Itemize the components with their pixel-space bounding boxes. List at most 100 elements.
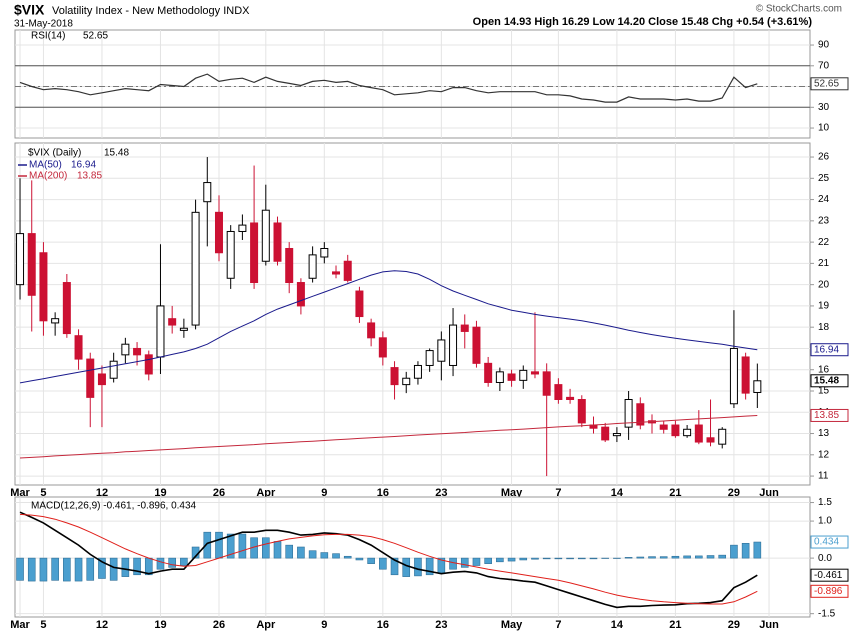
candle-body (577, 399, 586, 424)
histogram-bar (730, 544, 738, 559)
x-tick-label: 5 (40, 619, 46, 631)
candle-body (16, 233, 25, 286)
candle-body (554, 384, 563, 400)
last-value: 52.65 (814, 78, 839, 89)
y-tick-label: 1.5 (818, 497, 832, 508)
histogram-bar (332, 553, 340, 559)
x-tick-label: 7 (555, 619, 561, 631)
last-value: -0.461 (814, 570, 843, 581)
x-tick-label: 14 (611, 487, 624, 499)
candle-body (694, 424, 703, 443)
histogram-bar (215, 531, 223, 559)
candle-body (332, 271, 341, 275)
candle-body (296, 282, 305, 307)
candle-body (226, 230, 235, 279)
y-tick-label: 22 (818, 237, 830, 248)
histogram-bar (109, 557, 118, 581)
candle-body (706, 437, 715, 443)
candle-body (320, 247, 329, 258)
histogram-bar (273, 541, 282, 559)
histogram-bar (425, 557, 434, 576)
candle-body (238, 224, 247, 232)
candle-body (273, 222, 282, 262)
histogram-bar (367, 557, 375, 564)
x-tick-label: Mar (10, 619, 30, 631)
last-value-box (810, 343, 849, 357)
x-tick-label: May (501, 487, 523, 499)
candle-body (203, 182, 212, 203)
y-tick-label: 21 (818, 258, 830, 269)
date: 31-May-2018 (14, 19, 73, 30)
credit: © StockCharts.com (756, 4, 842, 15)
histogram-bar (285, 544, 294, 559)
x-tick-label: 12 (96, 487, 108, 499)
y-tick-label: 10 (818, 123, 830, 134)
x-tick-label: 26 (213, 487, 225, 499)
candle-body (601, 426, 610, 441)
last-value-box (810, 408, 849, 422)
x-tick-label: 7 (555, 487, 561, 499)
last-value-box (810, 568, 849, 582)
histogram-bar (180, 557, 188, 566)
histogram-bar (402, 557, 411, 577)
candle-body (402, 377, 411, 386)
candle-body (449, 324, 458, 366)
y-tick-label: 18 (818, 322, 830, 333)
last-value-box (810, 535, 849, 549)
candle-body (484, 362, 493, 383)
candle-body (51, 318, 60, 324)
histogram-bar (63, 557, 71, 582)
candle-body (753, 380, 762, 393)
histogram-bar (74, 557, 83, 582)
histogram-bar (636, 556, 645, 559)
y-tick-label: 26 (818, 152, 830, 163)
y-tick-label: 1.0 (818, 516, 832, 527)
candle-body (425, 350, 434, 366)
x-tick-label: 29 (728, 487, 740, 499)
histogram-bar (753, 541, 762, 559)
legend-value: 15.48 (104, 148, 129, 159)
last-value: 0.434 (814, 537, 839, 548)
y-tick-label: 90 (818, 40, 830, 51)
candle-body (378, 337, 387, 358)
histogram-bar (355, 557, 364, 561)
histogram-bar (144, 557, 153, 576)
x-tick-label: 16 (377, 487, 389, 499)
histogram-bar (496, 557, 504, 563)
histogram-bar (577, 557, 586, 560)
histogram-bar (16, 557, 24, 581)
histogram-bar (27, 557, 36, 582)
x-tick-label: 9 (321, 619, 327, 631)
x-tick-label: 21 (669, 619, 681, 631)
histogram-bar (519, 557, 528, 561)
candle-body (636, 403, 645, 426)
last-value: -0.896 (814, 586, 843, 597)
y-tick-label: 23 (818, 215, 830, 226)
last-value: 16.94 (814, 344, 839, 355)
x-tick-label: 29 (728, 619, 740, 631)
x-tick-label: Apr (256, 487, 276, 499)
y-tick-label: 30 (818, 102, 830, 113)
histogram-bar (98, 557, 106, 579)
y-tick-label: 20 (818, 279, 830, 290)
histogram-bar (648, 556, 656, 559)
histogram-bar (472, 557, 481, 566)
histogram-bar (554, 557, 563, 560)
legend-name: MA(50) (29, 160, 62, 171)
last-value-box (810, 584, 849, 598)
candle-body (191, 211, 200, 326)
candle-body (566, 396, 575, 401)
candle-body (308, 254, 317, 279)
x-tick-label: 9 (321, 487, 327, 499)
histogram-bar (484, 557, 492, 564)
candle-body (519, 369, 528, 381)
x-tick-label: 16 (377, 619, 389, 631)
histogram-bar (320, 552, 329, 559)
histogram-bar (86, 557, 95, 581)
security-name: Volatility Index - New Methodology INDX (52, 5, 250, 17)
moving-average (19, 270, 758, 384)
histogram-bar (566, 557, 574, 560)
y-tick-label: 19 (818, 301, 830, 312)
histogram-bar (741, 542, 750, 559)
